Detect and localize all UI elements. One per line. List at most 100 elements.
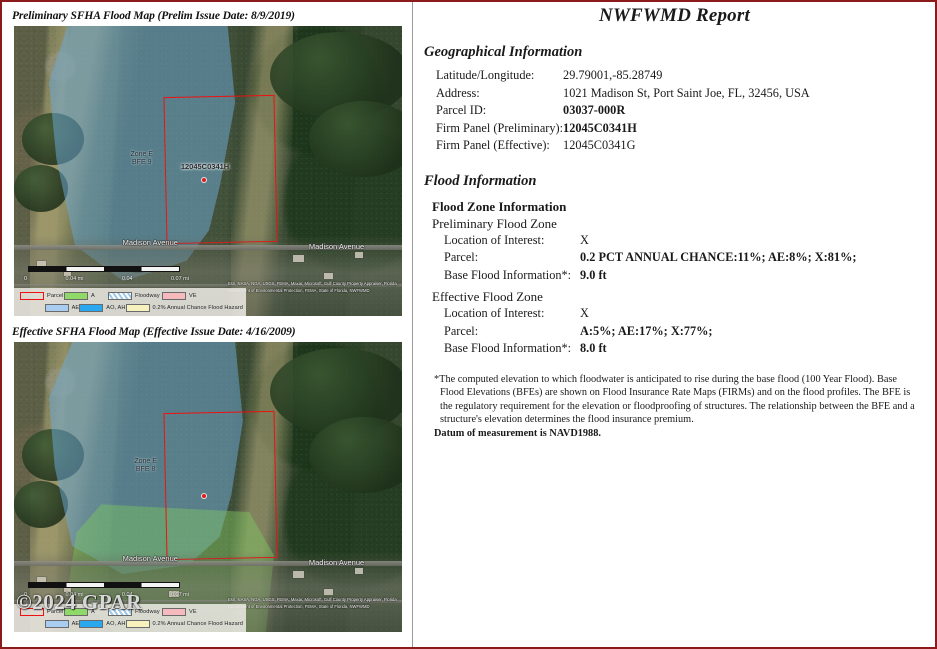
legend-row: AE AO, AH 0.2% Annual Chance Flood Hazar… xyxy=(20,303,243,313)
legend-label: A xyxy=(91,293,95,299)
zone-02pct-swatch-icon xyxy=(125,304,150,312)
tree-canopy xyxy=(308,417,402,493)
preliminary-flood-zone-heading: Preliminary Flood Zone xyxy=(432,215,557,231)
secondary-road xyxy=(14,284,402,288)
legend-item-zone-a: A xyxy=(64,292,108,300)
bfe-footnote: *The computed elevation to which floodwa… xyxy=(434,373,918,441)
table-row: Location of Interest: X xyxy=(444,233,856,251)
zone-label-preliminary: Zone E BFE 9 xyxy=(130,150,154,166)
effective-flood-map[interactable]: Zone E BFE 8 Madison Avenue Madison Aven… xyxy=(14,342,402,632)
field-value: 9.0 ft xyxy=(580,267,607,282)
building-footprint xyxy=(324,588,334,595)
scale-bar-effective xyxy=(28,582,180,588)
flood-information-heading: Flood Information xyxy=(424,172,537,189)
scale-bar-ticks-effective: 0 0.04 mi 0.04 0.07 mi xyxy=(24,592,189,598)
legend-row: AE AO, AH 0.2% Annual Chance Flood Hazar… xyxy=(20,619,243,629)
building-footprint xyxy=(169,591,180,598)
scale-tick: 0.04 xyxy=(121,592,133,598)
legend-label: Parcel xyxy=(47,293,64,299)
table-row: Parcel: 0.2 PCT ANNUAL CHANCE:11%; AE:8%… xyxy=(444,250,856,268)
table-row: Firm Panel (Preliminary): 12045C0341H xyxy=(436,121,810,139)
legend-label: A xyxy=(91,609,95,615)
zone-ae-polygon-effective xyxy=(48,342,243,574)
point-of-interest-marker xyxy=(202,494,207,499)
table-row: Parcel: A:5%; AE:17%; X:77%; xyxy=(444,324,713,342)
legend-item-zone-aoah: AO, AH xyxy=(79,620,125,628)
legend-item-zone-02pct: 0.2% Annual Chance Flood Hazard xyxy=(125,620,243,628)
field-value: 12045C0341H xyxy=(563,120,637,135)
field-label: Firm Panel (Effective): xyxy=(436,138,550,152)
flood-zone-information-heading: Flood Zone Information xyxy=(432,198,567,214)
field-value: X xyxy=(580,232,589,247)
tree-canopy xyxy=(14,165,69,212)
geographical-information-table: Latitude/Longitude: 29.79001,-85.28749 A… xyxy=(436,68,810,156)
map-attribution-effective: Esri, NASA, NGA, USGS, FEMA, Maxar, Micr… xyxy=(228,597,397,609)
legend-label: AO, AH xyxy=(106,305,126,311)
zone-ae-swatch-icon xyxy=(44,304,69,312)
scale-tick: 0.07 mi xyxy=(170,276,189,282)
field-label: Parcel: xyxy=(444,323,479,338)
field-value: X xyxy=(580,306,589,320)
legend-row: Parcel A Floodway VE xyxy=(20,291,243,301)
table-row: Address: 1021 Madison St, Port Saint Joe… xyxy=(436,86,810,104)
zone-ae-swatch-icon xyxy=(44,620,69,628)
geographical-information-heading: Geographical Information xyxy=(424,44,583,60)
copyright-watermark: ©2024 GPAR xyxy=(16,590,142,614)
building-footprint xyxy=(64,269,72,276)
building-footprint xyxy=(324,272,334,279)
legend-item-parcel: Parcel xyxy=(20,292,64,300)
field-label: Location of Interest: xyxy=(444,232,545,247)
field-label: Latitude/Longitude: xyxy=(436,68,535,82)
page-title: NWFWMD Report xyxy=(599,5,750,26)
table-row: Location of Interest: X xyxy=(444,306,713,324)
building-footprint xyxy=(37,576,47,583)
building-footprint xyxy=(355,252,364,259)
preliminary-flood-map[interactable]: Zone E BFE 9 12045C0341H Madison Avenue … xyxy=(14,26,402,316)
field-label: Base Flood Information*: xyxy=(444,267,572,282)
madison-avenue-road xyxy=(14,560,402,566)
legend-item-zone-02pct: 0.2% Annual Chance Flood Hazard xyxy=(125,304,243,312)
legend-label: 0.2% Annual Chance Flood Hazard xyxy=(152,621,243,627)
legend-item-zone-ve: VE xyxy=(162,608,197,616)
street-label-madison-avenue: Madison Avenue xyxy=(308,558,365,568)
parcel-swatch-icon xyxy=(20,608,44,616)
scale-tick: 0.04 mi xyxy=(65,276,84,282)
effective-flood-zone-heading: Effective Flood Zone xyxy=(432,289,543,304)
point-of-interest-marker xyxy=(202,178,207,183)
report-column: NWFWMD Report Geographical Information L… xyxy=(414,2,935,647)
table-row: Firm Panel (Effective): 12045C0341G xyxy=(436,138,810,156)
legend-item-zone-ae: AE xyxy=(44,304,80,312)
street-label-madison-avenue: Madison Avenue xyxy=(308,242,365,252)
scale-tick: 0.04 xyxy=(121,276,133,282)
map-legend-effective: Parcel A Floodway VE xyxy=(14,604,246,632)
zone-ve-swatch-icon xyxy=(162,608,186,616)
effective-flood-zone-table: Location of Interest: X Parcel: A:5%; AE… xyxy=(444,306,713,359)
field-value: 0.2 PCT ANNUAL CHANCE:11%; AE:8%; X:81%; xyxy=(580,250,857,264)
preliminary-flood-zone-table: Location of Interest: X Parcel: 0.2 PCT … xyxy=(444,233,856,286)
parcel-panel-label-preliminary: 12045C0341H xyxy=(180,162,230,172)
zone-aoah-swatch-icon xyxy=(79,304,104,312)
floodway-swatch-icon xyxy=(108,292,132,300)
field-value: 8.0 ft xyxy=(580,341,607,355)
legend-label: Floodway xyxy=(135,293,160,299)
effective-map-title: Effective SFHA Flood Map (Effective Issu… xyxy=(12,326,296,338)
footnote-text: *The computed elevation to which floodwa… xyxy=(434,373,915,426)
legend-item-floodway: Floodway xyxy=(108,608,162,616)
field-value: 03037-000R xyxy=(563,103,626,117)
legend-item-zone-ae: AE xyxy=(44,620,80,628)
field-label: Address: xyxy=(436,85,480,100)
legend-label: 0.2% Annual Chance Flood Hazard xyxy=(152,305,243,311)
legend-label: Parcel xyxy=(47,609,64,615)
parcel-swatch-icon xyxy=(20,292,44,300)
table-row: Base Flood Information*: 8.0 ft xyxy=(444,341,713,359)
legend-item-parcel: Parcel xyxy=(20,608,64,616)
field-label: Base Flood Information*: xyxy=(444,341,572,355)
map-attribution-preliminary: Esri, NASA, NGA, USGS, FEMA, Maxar, Micr… xyxy=(228,281,397,293)
street-label-madison-avenue: Madison Avenue xyxy=(122,237,178,247)
table-row: Base Flood Information*: 9.0 ft xyxy=(444,268,856,286)
legend-item-zone-ve: VE xyxy=(162,292,197,300)
legend-item-zone-aoah: AO, AH xyxy=(79,304,125,312)
floodway-swatch-icon xyxy=(108,608,132,616)
legend-label: VE xyxy=(189,293,197,299)
legend-label: AE xyxy=(71,621,80,627)
